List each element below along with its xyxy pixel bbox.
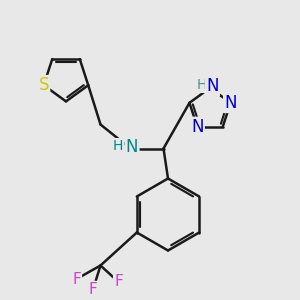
Text: N: N bbox=[191, 118, 204, 136]
Text: H: H bbox=[196, 78, 207, 92]
Text: S: S bbox=[38, 76, 49, 94]
Text: N: N bbox=[206, 77, 219, 95]
Text: F: F bbox=[88, 282, 98, 297]
Text: N: N bbox=[224, 94, 237, 112]
Text: H: H bbox=[113, 139, 123, 153]
Text: F: F bbox=[72, 272, 81, 286]
Text: F: F bbox=[114, 274, 123, 290]
Text: N: N bbox=[126, 138, 138, 156]
